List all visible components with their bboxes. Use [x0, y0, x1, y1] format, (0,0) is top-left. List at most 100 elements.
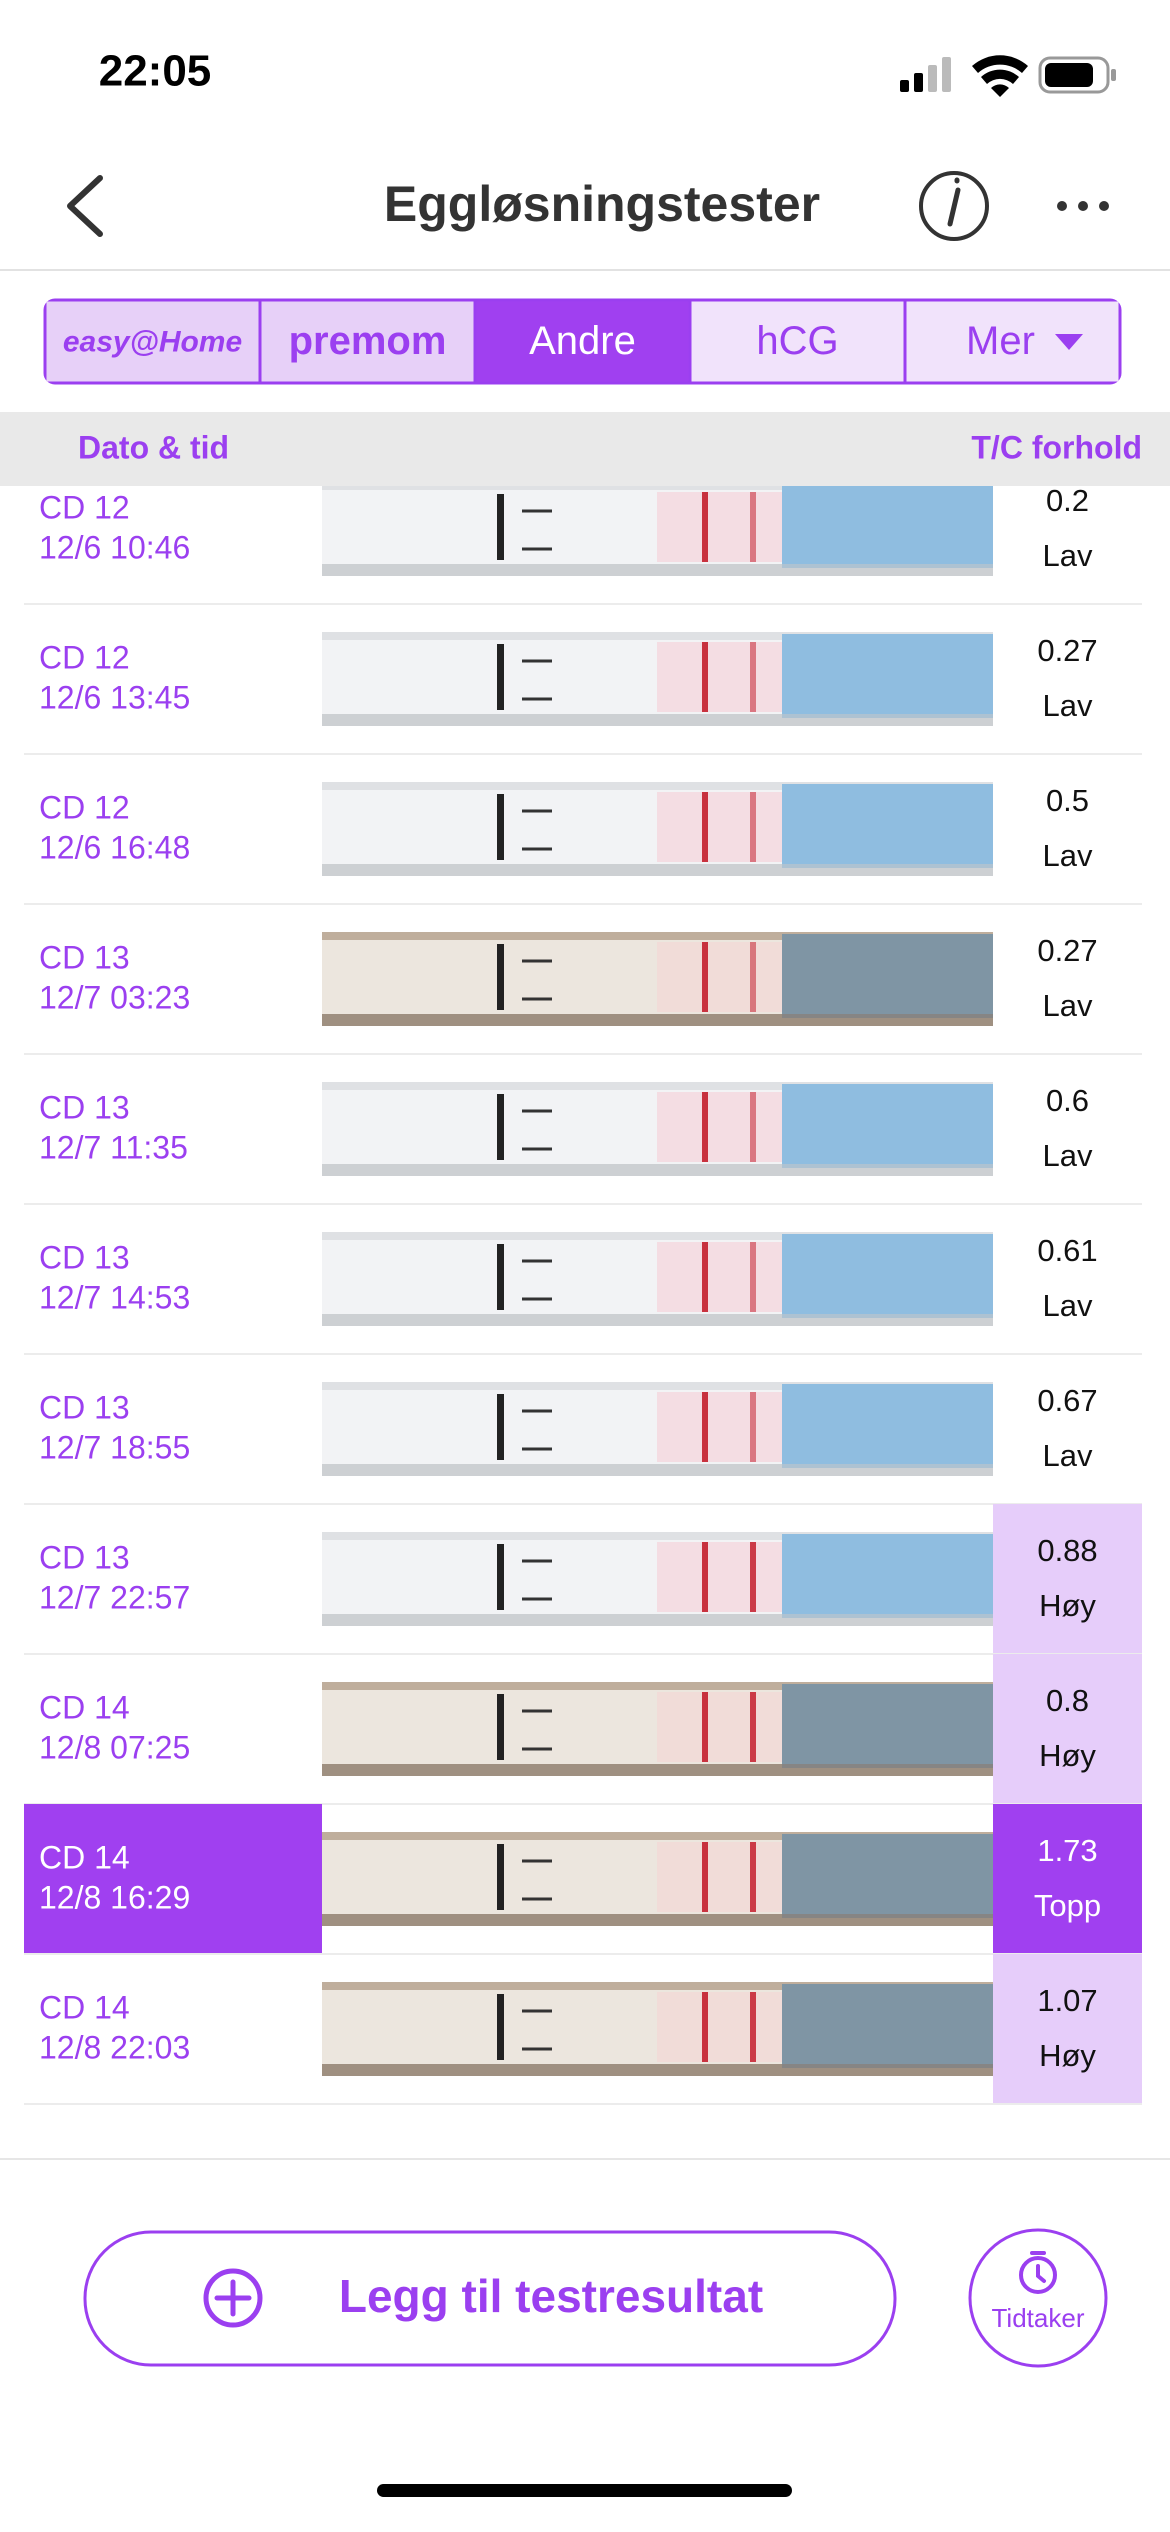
date-column-label: Dato & tid	[78, 429, 229, 465]
test-datetime: 12/8 22:03	[39, 2029, 190, 2065]
strip-arrows	[522, 2009, 552, 2051]
test-strip-image	[322, 932, 993, 1026]
strip-shadow	[322, 1014, 993, 1026]
tab-label: easy@Home	[63, 325, 242, 358]
control-line	[702, 642, 708, 712]
strip-shadow	[322, 1314, 993, 1326]
strip-label	[782, 1534, 993, 1618]
strip-max-line	[497, 1394, 504, 1460]
test-datetime: 12/6 16:48	[39, 829, 190, 865]
tab-label: Mer	[966, 319, 1035, 363]
strip-label	[782, 1384, 993, 1468]
strip-label	[782, 934, 993, 1018]
test-line	[750, 1842, 756, 1912]
strip-max-line	[497, 494, 504, 560]
home-indicator	[377, 2484, 792, 2497]
info-button[interactable]	[919, 171, 989, 241]
tc-ratio: 0.61	[1037, 1233, 1097, 1268]
strip-arrows	[522, 1109, 552, 1151]
strip-arrows	[522, 1559, 552, 1601]
strip-max-line	[497, 1544, 504, 1610]
strip-label	[782, 1984, 993, 2068]
tc-ratio: 0.8	[1046, 1683, 1089, 1718]
cycle-day: CD 12	[39, 639, 130, 675]
test-row[interactable]: CD 14 12/8 16:29 1.73 Topp	[24, 1804, 1142, 1955]
test-line	[750, 1542, 756, 1612]
tab[interactable]: easy@Home	[46, 301, 259, 382]
cycle-day: CD 13	[39, 1539, 130, 1575]
test-line	[750, 1392, 756, 1462]
result-level: Høy	[1039, 2038, 1096, 2073]
back-button[interactable]	[67, 175, 103, 237]
strip-arrows	[522, 959, 552, 1001]
test-row[interactable]: CD 14 12/8 07:25 0.8 Høy	[24, 1654, 1142, 1805]
ratio-highlight	[993, 1804, 1142, 1954]
test-strip-image	[322, 482, 993, 576]
test-row[interactable]: CD 13 12/7 03:23 0.27 Lav	[24, 932, 1142, 1055]
test-row[interactable]: CD 13 12/7 14:53 0.61 Lav	[24, 1232, 1142, 1355]
test-row[interactable]: CD 12 12/6 16:48 0.5 Lav	[24, 782, 1142, 905]
status-icons	[900, 55, 1116, 97]
tc-ratio: 0.6	[1046, 1083, 1089, 1118]
tab[interactable]: Andre	[473, 300, 689, 383]
test-row[interactable]: CD 13 12/7 18:55 0.67 Lav	[24, 1382, 1142, 1505]
timer-button[interactable]: Tidtaker	[968, 2228, 1108, 2368]
strip-max-line	[497, 644, 504, 710]
strip-arrows	[522, 509, 552, 551]
control-line	[702, 1542, 708, 1612]
tab-background	[476, 301, 689, 382]
tab[interactable]: Mer	[903, 300, 1119, 383]
tc-ratio: 0.2	[1046, 483, 1089, 518]
strip-max-line	[497, 944, 504, 1010]
strip-shadow	[322, 1164, 993, 1176]
strip-shadow	[322, 1614, 993, 1626]
strip-label	[782, 1234, 993, 1318]
strip-window	[657, 1842, 787, 1912]
cycle-day: CD 13	[39, 1089, 130, 1125]
test-strip-image	[322, 1382, 993, 1476]
strip-window	[657, 1392, 787, 1462]
strip-label	[782, 1684, 993, 1768]
test-row[interactable]: CD 13 12/7 22:57 0.88 Høy	[24, 1504, 1142, 1655]
strip-shadow	[322, 864, 993, 876]
test-row[interactable]: CD 12 12/6 10:46 0.2 Lav	[24, 482, 1142, 605]
test-row[interactable]: CD 14 12/8 22:03 1.07 Høy	[24, 1954, 1142, 2105]
strip-arrows	[522, 1409, 552, 1451]
result-level: Lav	[1043, 1438, 1093, 1473]
status-time: 22:05	[99, 47, 212, 96]
test-strip-image	[322, 1532, 993, 1626]
control-line	[702, 942, 708, 1012]
strip-max-line	[497, 1994, 504, 2060]
page-title: Eggløsningstester	[384, 176, 820, 232]
tc-ratio: 0.27	[1037, 633, 1097, 668]
cycle-day: CD 13	[39, 1239, 130, 1275]
tab-background	[906, 301, 1119, 382]
test-line	[750, 942, 756, 1012]
strip-window	[657, 1092, 787, 1162]
control-line	[702, 1842, 708, 1912]
strip-max-line	[497, 1694, 504, 1760]
tab-bar: easy@Home premom Andre hCG Mer	[43, 298, 1122, 385]
test-row[interactable]: CD 12 12/6 13:45 0.27 Lav	[24, 632, 1142, 755]
test-strip-image	[322, 782, 993, 876]
tab[interactable]: hCG	[688, 300, 904, 383]
add-result-button[interactable]: Legg til testresultat	[83, 2230, 897, 2367]
strip-label	[782, 784, 993, 868]
strip-window	[657, 1542, 787, 1612]
strip-arrows	[522, 1709, 552, 1751]
test-strip-image	[322, 1832, 993, 1926]
result-level: Lav	[1043, 988, 1093, 1023]
more-button[interactable]	[1057, 201, 1109, 211]
strip-label	[782, 484, 993, 568]
strip-max-line	[497, 1244, 504, 1310]
test-list: CD 12 12/6 10:46 0.2 Lav CD 12 12/6 13:45 0.27…	[24, 482, 1142, 2105]
test-line	[750, 642, 756, 712]
tab[interactable]: premom	[258, 300, 474, 383]
test-datetime: 12/8 16:29	[39, 1879, 190, 1915]
test-row[interactable]: CD 13 12/7 11:35 0.6 Lav	[24, 1082, 1142, 1205]
cycle-day: CD 12	[39, 489, 130, 525]
strip-shadow	[322, 2064, 993, 2076]
add-result-label: Legg til testresultat	[339, 2270, 763, 2322]
